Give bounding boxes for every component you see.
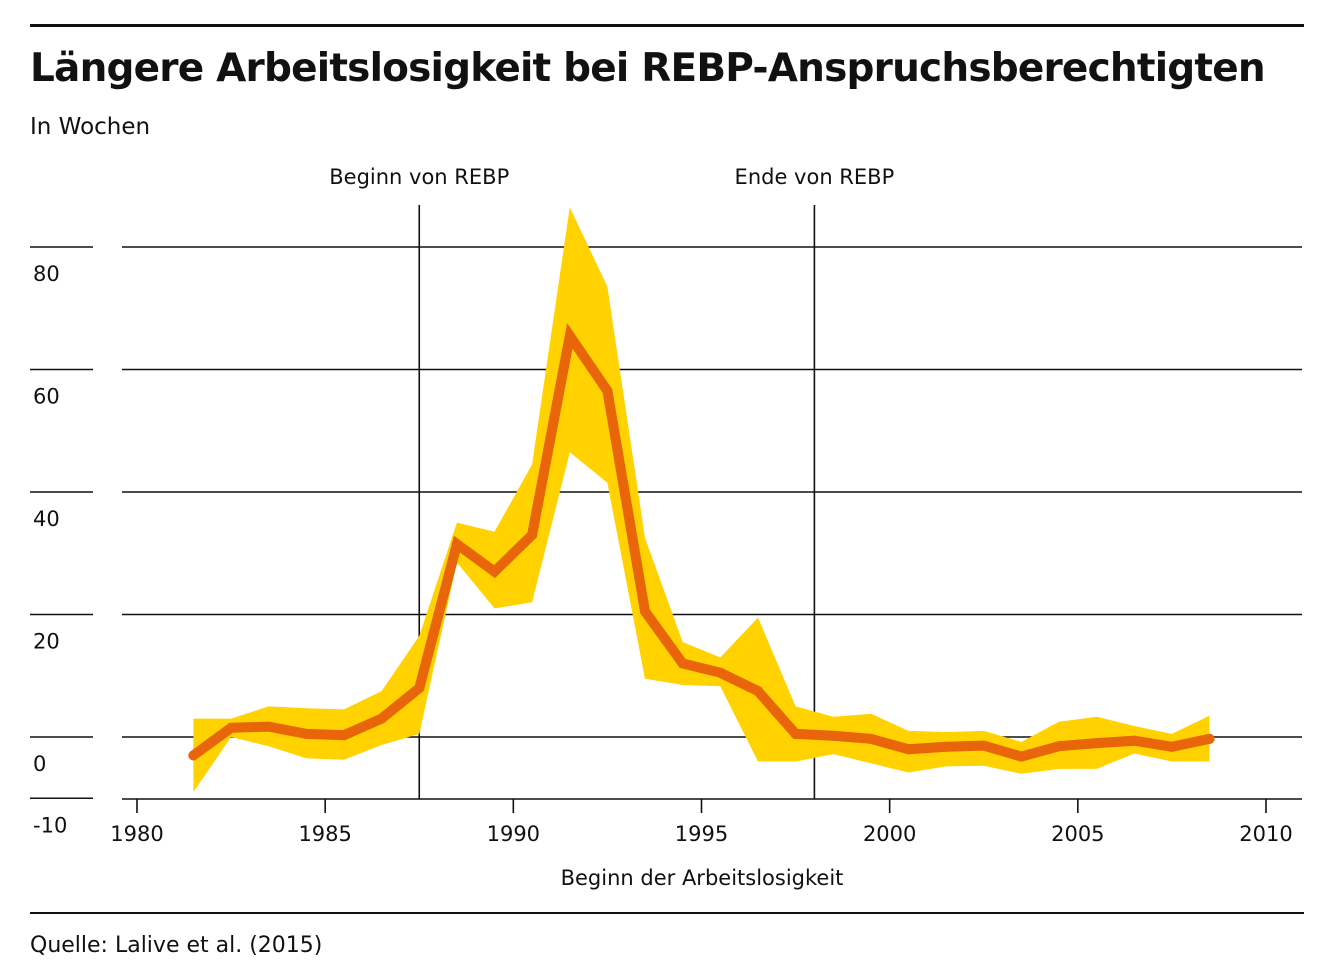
data-point (865, 733, 876, 744)
data-point (602, 385, 613, 396)
data-point (414, 683, 425, 693)
x-tick-label: 1985 (298, 822, 351, 846)
data-point (790, 728, 801, 739)
x-tick-label: 1995 (675, 822, 728, 846)
y-tick-label: 60 (33, 385, 60, 409)
top-rule (30, 24, 1304, 27)
page-title: Längere Arbeitslosigkeit bei REBP-Anspru… (30, 46, 1266, 91)
x-tick-labels: 1980 1985 1990 1995 2000 2005 2010 (110, 822, 1292, 846)
source-note: Quelle: Lalive et al. (2015) (30, 933, 323, 958)
x-axis (122, 798, 1302, 813)
x-tick-label: 2000 (863, 822, 916, 846)
y-tick-label: 20 (33, 630, 60, 654)
data-point (1091, 738, 1102, 749)
series-line (188, 323, 1215, 762)
grid-lines (30, 246, 1302, 800)
x-tick-label: 2005 (1051, 822, 1104, 846)
y-tick-label: -10 (33, 813, 67, 837)
confidence-band (193, 207, 1210, 793)
confidence-band-layer (193, 207, 1210, 793)
x-tick-label: 2010 (1239, 822, 1292, 846)
series-layer (188, 323, 1215, 762)
annotation-label: Beginn von REBP (329, 165, 509, 189)
data-point (828, 730, 839, 741)
data-point (941, 741, 952, 752)
data-point (640, 606, 651, 617)
data-point (1054, 741, 1065, 752)
y-tick-label: 80 (33, 262, 60, 286)
data-point (263, 721, 274, 732)
data-point (1129, 735, 1140, 746)
data-point (978, 740, 989, 751)
data-point (1204, 733, 1215, 744)
data-point (903, 744, 914, 755)
data-point (338, 730, 349, 741)
data-point (1016, 751, 1027, 762)
data-point (301, 728, 312, 739)
data-point (1166, 741, 1177, 752)
data-point (188, 750, 199, 761)
bottom-rule (30, 912, 1304, 914)
unit-subtitle: In Wochen (30, 114, 151, 140)
data-point (564, 330, 575, 341)
data-point (715, 667, 726, 678)
data-point (677, 658, 688, 669)
data-point (527, 529, 538, 540)
x-axis-label: Beginn der Arbeitslosigkeit (561, 866, 844, 890)
data-point (451, 539, 462, 550)
data-point (376, 713, 387, 724)
data-point (489, 566, 500, 577)
y-tick-labels: -10 0 20 40 60 80 (33, 262, 67, 837)
y-tick-label: 40 (33, 507, 60, 531)
data-point (226, 722, 237, 733)
data-point (752, 686, 763, 697)
x-tick-label: 1980 (110, 822, 163, 846)
y-tick-label: 0 (33, 752, 46, 776)
annotation-label: Ende von REBP (735, 165, 895, 189)
x-tick-label: 1990 (487, 822, 540, 846)
